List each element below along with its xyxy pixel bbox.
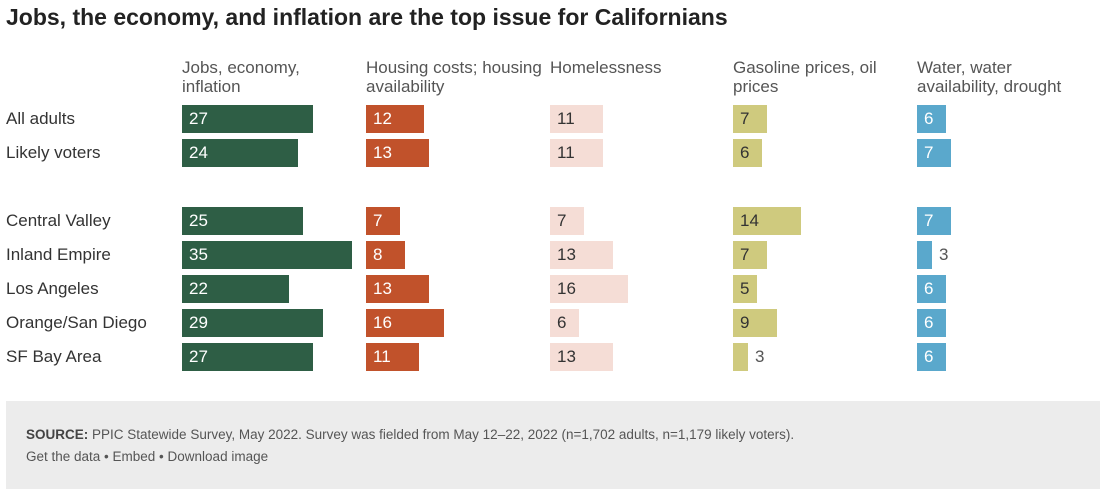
- value-label-water-water-availability-drought-likely-voters: 7: [924, 143, 934, 162]
- value-label-gasoline-prices-oil-prices-central-valley: 14: [740, 211, 759, 230]
- bar-jobs-economy-inflation-los-angeles: [182, 275, 289, 303]
- bar-water-water-availability-drought-all-adults: [917, 105, 946, 133]
- value-label-water-water-availability-drought-central-valley: 7: [924, 211, 934, 230]
- value-label-jobs-economy-inflation-los-angeles: 22: [189, 279, 208, 298]
- bar-homelessness-los-angeles: [550, 275, 628, 303]
- source-label: SOURCE:: [26, 427, 89, 442]
- bar-homelessness-likely-voters: [550, 139, 603, 167]
- bar-housing-costs-housing-availability-los-angeles: [366, 275, 429, 303]
- value-label-jobs-economy-inflation-inland-empire: 35: [189, 245, 208, 264]
- bar-jobs-economy-inflation-orange-san-diego: [182, 309, 323, 337]
- value-label-homelessness-likely-voters: 11: [557, 143, 575, 162]
- value-label-gasoline-prices-oil-prices-orange-san-diego: 9: [740, 313, 750, 332]
- value-label-homelessness-sf-bay-area: 13: [557, 347, 576, 366]
- row-label-sf-bay-area: SF Bay Area: [6, 347, 102, 366]
- bar-gasoline-prices-oil-prices-central-valley: [733, 207, 801, 235]
- column-header-jobs-economy-inflation: Jobs, economy, inflation: [182, 58, 300, 96]
- value-label-water-water-availability-drought-sf-bay-area: 6: [924, 347, 934, 366]
- column-header-gasoline-prices-oil-prices: Gasoline prices, oil prices: [733, 58, 877, 96]
- bar-jobs-economy-inflation-inland-empire: [182, 241, 352, 269]
- bar-jobs-economy-inflation-sf-bay-area: [182, 343, 313, 371]
- value-label-jobs-economy-inflation-orange-san-diego: 29: [189, 313, 208, 332]
- value-label-homelessness-los-angeles: 16: [557, 279, 576, 298]
- bar-housing-costs-housing-availability-central-valley: [366, 207, 400, 235]
- bar-water-water-availability-drought-sf-bay-area: [917, 343, 946, 371]
- row-label-orange-san-diego: Orange/San Diego: [6, 313, 147, 332]
- value-label-homelessness-orange-san-diego: 6: [557, 313, 567, 332]
- value-label-jobs-economy-inflation-likely-voters: 24: [189, 143, 208, 162]
- bar-homelessness-all-adults: [550, 105, 603, 133]
- value-label-gasoline-prices-oil-prices-all-adults: 7: [740, 109, 750, 128]
- bar-water-water-availability-drought-los-angeles: [917, 275, 946, 303]
- value-label-homelessness-all-adults: 11: [557, 109, 575, 128]
- chart-title: Jobs, the economy, and inflation are the…: [6, 4, 728, 30]
- bar-homelessness-orange-san-diego: [550, 309, 579, 337]
- bar-water-water-availability-drought-inland-empire: [917, 241, 932, 269]
- value-label-housing-costs-housing-availability-inland-empire: 8: [373, 245, 383, 264]
- bar-gasoline-prices-oil-prices-likely-voters: [733, 139, 762, 167]
- column-header-water-water-availability-drought: Water, water availability, drought: [917, 58, 1062, 96]
- bar-gasoline-prices-oil-prices-orange-san-diego: [733, 309, 777, 337]
- row-label-all-adults: All adults: [6, 109, 75, 128]
- value-label-jobs-economy-inflation-sf-bay-area: 27: [189, 347, 208, 366]
- bar-gasoline-prices-oil-prices-sf-bay-area: [733, 343, 748, 371]
- bar-gasoline-prices-oil-prices-los-angeles: [733, 275, 757, 303]
- value-label-water-water-availability-drought-all-adults: 6: [924, 109, 934, 128]
- footer-links[interactable]: Get the data • Embed • Download image: [26, 449, 269, 464]
- value-label-water-water-availability-drought-inland-empire: 3: [939, 245, 949, 264]
- value-label-jobs-economy-inflation-central-valley: 25: [189, 211, 208, 230]
- value-label-homelessness-central-valley: 7: [557, 211, 567, 230]
- bar-housing-costs-housing-availability-all-adults: [366, 105, 424, 133]
- value-label-homelessness-inland-empire: 13: [557, 245, 576, 264]
- value-label-housing-costs-housing-availability-central-valley: 7: [373, 211, 383, 230]
- bar-water-water-availability-drought-central-valley: [917, 207, 951, 235]
- bar-housing-costs-housing-availability-orange-san-diego: [366, 309, 444, 337]
- row-label-inland-empire: Inland Empire: [6, 245, 111, 264]
- column-header-housing-costs-housing-availability: Housing costs; housing availability: [366, 58, 542, 96]
- source-text: PPIC Statewide Survey, May 2022. Survey …: [88, 427, 795, 442]
- row-label-likely-voters: Likely voters: [6, 143, 101, 162]
- value-label-housing-costs-housing-availability-los-angeles: 13: [373, 279, 392, 298]
- value-label-gasoline-prices-oil-prices-los-angeles: 5: [740, 279, 750, 298]
- bar-housing-costs-housing-availability-sf-bay-area: [366, 343, 419, 371]
- value-label-gasoline-prices-oil-prices-sf-bay-area: 3: [755, 347, 765, 366]
- bar-gasoline-prices-oil-prices-inland-empire: [733, 241, 767, 269]
- value-label-housing-costs-housing-availability-all-adults: 12: [373, 109, 392, 128]
- value-label-gasoline-prices-oil-prices-likely-voters: 6: [740, 143, 750, 162]
- bar-housing-costs-housing-availability-inland-empire: [366, 241, 405, 269]
- bar-jobs-economy-inflation-all-adults: [182, 105, 313, 133]
- row-label-central-valley: Central Valley: [6, 211, 111, 230]
- value-label-jobs-economy-inflation-all-adults: 27: [189, 109, 208, 128]
- bar-water-water-availability-drought-orange-san-diego: [917, 309, 946, 337]
- bar-homelessness-central-valley: [550, 207, 584, 235]
- source-note: SOURCE: PPIC Statewide Survey, May 2022.…: [26, 427, 794, 442]
- value-label-housing-costs-housing-availability-orange-san-diego: 16: [373, 313, 392, 332]
- bar-housing-costs-housing-availability-likely-voters: [366, 139, 429, 167]
- bar-homelessness-inland-empire: [550, 241, 613, 269]
- bar-homelessness-sf-bay-area: [550, 343, 613, 371]
- column-header-homelessness: Homelessness: [550, 58, 662, 77]
- value-label-water-water-availability-drought-los-angeles: 6: [924, 279, 934, 298]
- bar-jobs-economy-inflation-central-valley: [182, 207, 303, 235]
- footer: SOURCE: PPIC Statewide Survey, May 2022.…: [6, 401, 1100, 489]
- bar-water-water-availability-drought-likely-voters: [917, 139, 951, 167]
- row-label-los-angeles: Los Angeles: [6, 279, 99, 298]
- value-label-water-water-availability-drought-orange-san-diego: 6: [924, 313, 934, 332]
- bar-jobs-economy-inflation-likely-voters: [182, 139, 298, 167]
- value-label-housing-costs-housing-availability-likely-voters: 13: [373, 143, 392, 162]
- value-label-housing-costs-housing-availability-sf-bay-area: 11: [373, 347, 391, 366]
- bar-gasoline-prices-oil-prices-all-adults: [733, 105, 767, 133]
- value-label-gasoline-prices-oil-prices-inland-empire: 7: [740, 245, 750, 264]
